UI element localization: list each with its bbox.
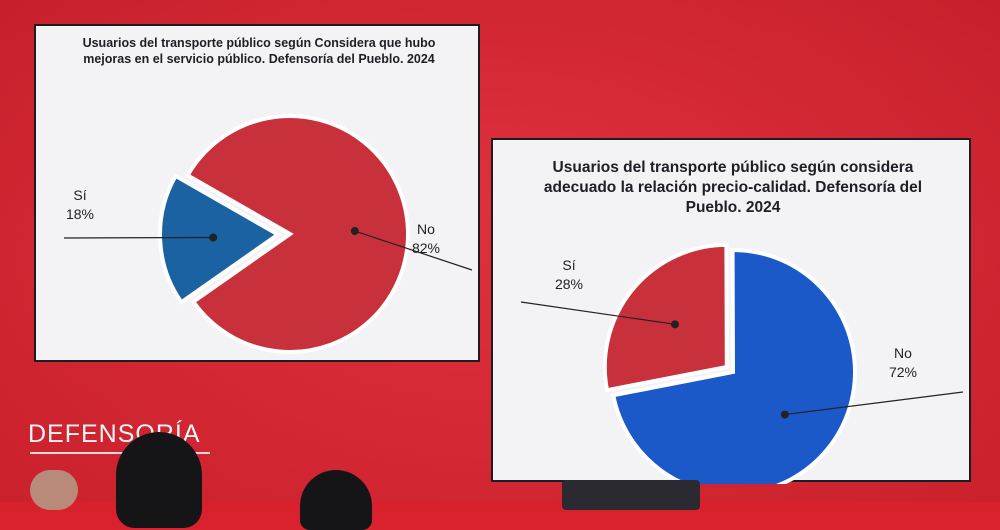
chart-panel-precio-calidad: Usuarios del transporte público según co…	[491, 138, 971, 484]
slice-label-no: No	[894, 345, 912, 361]
chart-title: Usuarios del transporte público según Co…	[82, 36, 436, 66]
leader-line	[63, 236, 214, 239]
pie-chart-mejoras: Sí 18% No 82%	[63, 114, 473, 354]
leader-line	[784, 391, 964, 416]
slice-value-s: 28%	[555, 276, 583, 292]
pie-slice-s	[158, 173, 282, 306]
audience-hand	[30, 470, 78, 510]
logo-underline	[30, 452, 210, 454]
leader-dot	[209, 233, 218, 242]
leader-dot	[780, 410, 789, 419]
slice-value-no: 82%	[412, 240, 440, 256]
leader-line	[354, 230, 473, 271]
leader-line	[520, 301, 676, 325]
slice-value-no: 72%	[889, 364, 917, 380]
slice-label-s: Sí	[73, 187, 86, 203]
slice-label-s: Sí	[562, 257, 575, 273]
audience-device	[562, 480, 700, 510]
audience-head	[116, 432, 202, 528]
pie-slice-s	[602, 242, 729, 393]
chart-title: Usuarios del transporte público según co…	[543, 159, 923, 217]
pie-chart-precio-calidad: Sí 28% No 72%	[520, 242, 964, 484]
leader-dot	[670, 320, 679, 329]
chart-panel-mejoras: Usuarios del transporte público según Co…	[34, 24, 480, 362]
leader-dot	[350, 227, 359, 236]
pie-slice-no	[184, 114, 410, 354]
slice-value-s: 18%	[66, 206, 94, 222]
pie-slice-no	[610, 248, 857, 484]
slice-label-no: No	[417, 221, 435, 237]
